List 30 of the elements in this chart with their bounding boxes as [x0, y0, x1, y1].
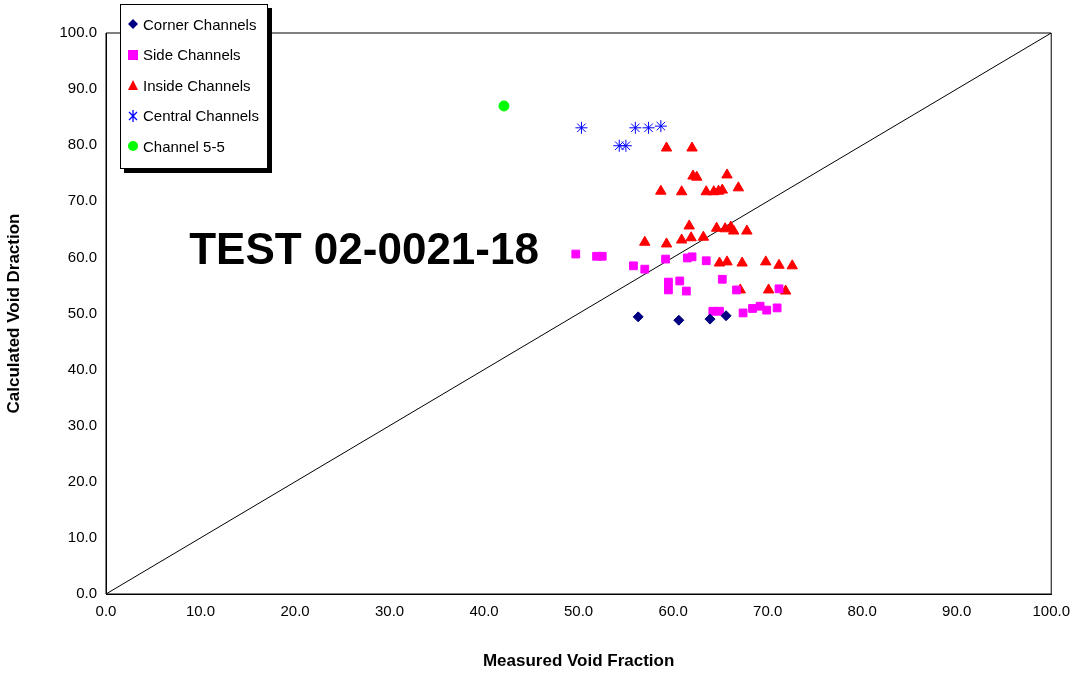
x-tick-label: 100.0: [1032, 602, 1071, 620]
x-tick-label: 30.0: [374, 602, 405, 620]
x-tick-label: 10.0: [185, 602, 216, 620]
legend-label: Channel 5-5: [143, 137, 225, 155]
x-tick-label: 80.0: [847, 602, 877, 620]
x-tick-label: 70.0: [753, 602, 783, 620]
legend-label: Central Channels: [143, 107, 259, 125]
y-tick-label: 100.0: [59, 23, 97, 41]
x-tick-label: 0.0: [95, 602, 117, 620]
y-tick-label: 60.0: [67, 247, 97, 265]
legend-label: Inside Channels: [143, 76, 251, 94]
y-tick-label: 40.0: [67, 359, 97, 377]
annotation: TEST 02-0021-18: [189, 223, 539, 273]
y-tick-label: 80.0: [67, 135, 97, 153]
x-tick-label: 60.0: [658, 602, 688, 620]
legend-label: Corner Channels: [143, 15, 257, 33]
x-tick-label: 20.0: [280, 602, 310, 620]
x-tick-label: 50.0: [564, 602, 594, 620]
x-axis-title: Measured Void Fraction: [482, 651, 675, 671]
legend-label: Side Channels: [143, 46, 241, 64]
y-tick-label: 0.0: [76, 584, 97, 602]
y-axis-title: Calculated Void Draction: [3, 213, 23, 414]
y-tick-label: 50.0: [67, 303, 97, 321]
y-tick-label: 30.0: [67, 415, 97, 433]
x-tick-label: 90.0: [942, 602, 972, 620]
y-tick-label: 90.0: [67, 79, 97, 97]
y-tick-label: 20.0: [67, 471, 97, 489]
y-tick-label: 70.0: [67, 191, 97, 209]
y-tick-label: 10.0: [67, 528, 97, 546]
x-tick-label: 40.0: [469, 602, 499, 620]
